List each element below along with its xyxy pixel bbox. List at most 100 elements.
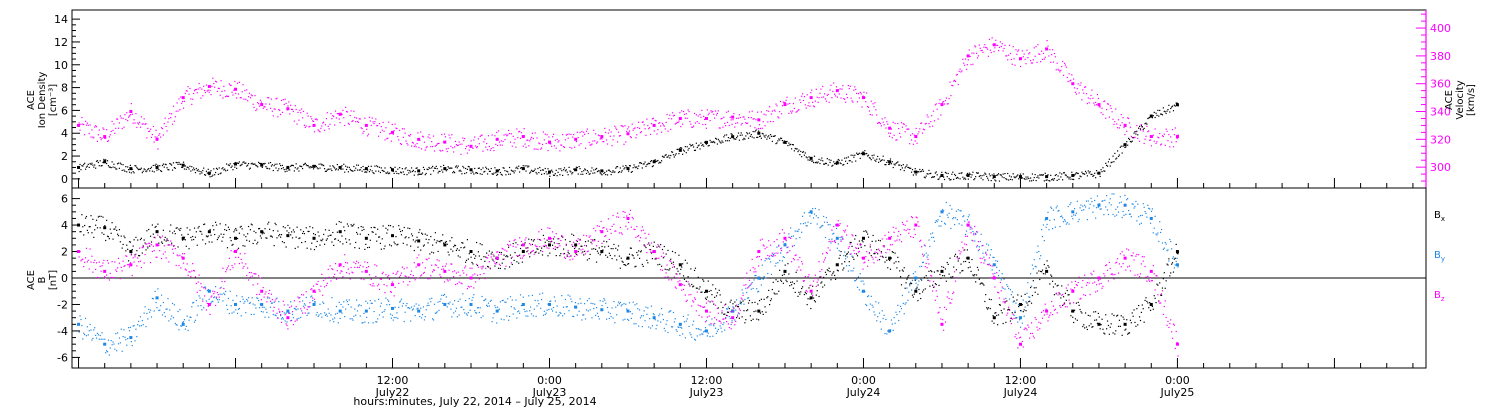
scatter-dot xyxy=(84,224,86,227)
scatter-dot xyxy=(532,137,534,140)
scatter-dot xyxy=(214,296,216,298)
scatter-dot xyxy=(1149,115,1152,117)
scatter-dot xyxy=(895,261,897,263)
scatter-dot xyxy=(1114,333,1116,335)
scatter-dot xyxy=(984,172,986,174)
scatter-dot xyxy=(465,313,468,315)
scatter-dot xyxy=(105,239,107,242)
scatter-dot xyxy=(562,145,565,148)
scatter-dot xyxy=(82,165,84,167)
scatter-dot xyxy=(964,233,967,236)
scatter-dot xyxy=(424,316,426,318)
scatter-dot xyxy=(652,165,654,167)
scatter-dot xyxy=(1027,57,1029,59)
scatter-dot xyxy=(281,316,284,319)
scatter-dot xyxy=(308,166,310,168)
scatter-dot xyxy=(938,284,940,287)
scatter-dot xyxy=(625,141,627,143)
scatter-dot xyxy=(872,157,874,159)
scatter-dot xyxy=(321,240,323,242)
scatter-dot xyxy=(245,312,247,314)
scatter-dot xyxy=(1024,293,1026,295)
scatter-dot xyxy=(460,153,462,155)
scatter-dot xyxy=(136,166,138,169)
scatter-dot xyxy=(1106,164,1108,166)
scatter-dot xyxy=(1011,63,1013,65)
scatter-dot xyxy=(102,216,104,218)
scatter-dot xyxy=(418,231,420,234)
scatter-dot xyxy=(687,149,689,151)
scatter-dot xyxy=(1093,102,1095,104)
scatter-dot xyxy=(526,139,528,141)
scatter-dot xyxy=(426,168,428,170)
scatter-dot xyxy=(669,268,671,270)
scatter-dot xyxy=(804,291,806,293)
scatter-dot xyxy=(1095,104,1098,106)
scatter-dot xyxy=(997,274,1000,277)
scatter-dot xyxy=(1107,161,1110,163)
scatter-dot xyxy=(776,142,778,144)
scatter-dot xyxy=(837,89,839,91)
scatter-dot xyxy=(789,236,791,239)
scatter-dot xyxy=(256,108,258,110)
scatter-dot xyxy=(477,251,480,253)
scatter-dot xyxy=(987,55,990,57)
scatter-dot xyxy=(173,120,175,122)
scatter-dot xyxy=(229,290,231,292)
scatter-dot xyxy=(677,270,679,272)
scatter-dot xyxy=(145,123,147,125)
scatter-dot xyxy=(783,140,785,142)
scatter-dot xyxy=(914,168,916,170)
scatter-dot xyxy=(189,165,191,167)
scatter-dot xyxy=(345,165,347,167)
scatter-dot xyxy=(1016,317,1018,319)
scatter-dot xyxy=(94,164,96,166)
scatter-dot xyxy=(621,260,623,262)
scatter-dot xyxy=(134,122,136,124)
scatter-dot xyxy=(618,135,621,137)
scatter-dot xyxy=(1081,99,1083,101)
scatter-dot xyxy=(129,241,132,243)
scatter-dot xyxy=(149,167,152,170)
scatter-dot xyxy=(572,315,574,317)
scatter-dot xyxy=(707,332,709,334)
scatter-dot xyxy=(953,255,956,257)
scatter-dot xyxy=(452,147,454,149)
scatter-dot xyxy=(525,170,527,172)
scatter-dot xyxy=(488,170,490,173)
scatter-dot xyxy=(1050,174,1052,176)
scatter-dot xyxy=(709,139,711,142)
scatter-dot xyxy=(481,244,483,246)
scatter-dot xyxy=(1050,206,1052,208)
scatter-dot xyxy=(541,254,544,256)
scatter-dot xyxy=(293,120,295,122)
scatter-dot xyxy=(415,167,417,169)
scatter-dot xyxy=(874,252,876,255)
scatter-dot xyxy=(267,297,269,299)
scatter-dot xyxy=(649,327,652,329)
scatter-dot xyxy=(500,140,502,142)
scatter-dot xyxy=(945,172,947,174)
scatter-dot xyxy=(888,258,890,260)
scatter-dot xyxy=(682,110,685,113)
scatter-dot xyxy=(274,314,276,316)
scatter-dot xyxy=(449,240,451,242)
scatter-dot xyxy=(149,130,151,132)
scatter-dot xyxy=(356,120,359,123)
scatter-dot xyxy=(684,117,686,119)
density-tick-label: 8 xyxy=(61,82,68,95)
data-point xyxy=(626,309,630,313)
data-point xyxy=(234,302,238,306)
scatter-dot xyxy=(280,164,282,167)
scatter-dot xyxy=(950,227,952,230)
scatter-dot xyxy=(723,322,725,324)
scatter-dot xyxy=(943,103,946,105)
scatter-dot xyxy=(1061,65,1063,68)
scatter-dot xyxy=(830,242,832,244)
scatter-dot xyxy=(646,164,648,166)
scatter-dot xyxy=(450,308,452,310)
scatter-dot xyxy=(810,222,812,225)
scatter-dot xyxy=(323,165,325,167)
scatter-dot xyxy=(114,132,116,134)
scatter-dot xyxy=(507,171,509,173)
